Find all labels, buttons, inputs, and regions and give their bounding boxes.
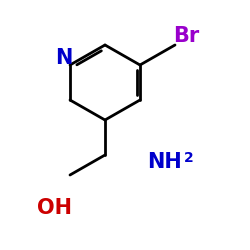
Text: N: N: [55, 48, 72, 68]
Text: Br: Br: [173, 26, 200, 46]
Text: OH: OH: [38, 198, 72, 218]
Text: NH: NH: [148, 152, 182, 172]
Text: 2: 2: [184, 151, 194, 165]
